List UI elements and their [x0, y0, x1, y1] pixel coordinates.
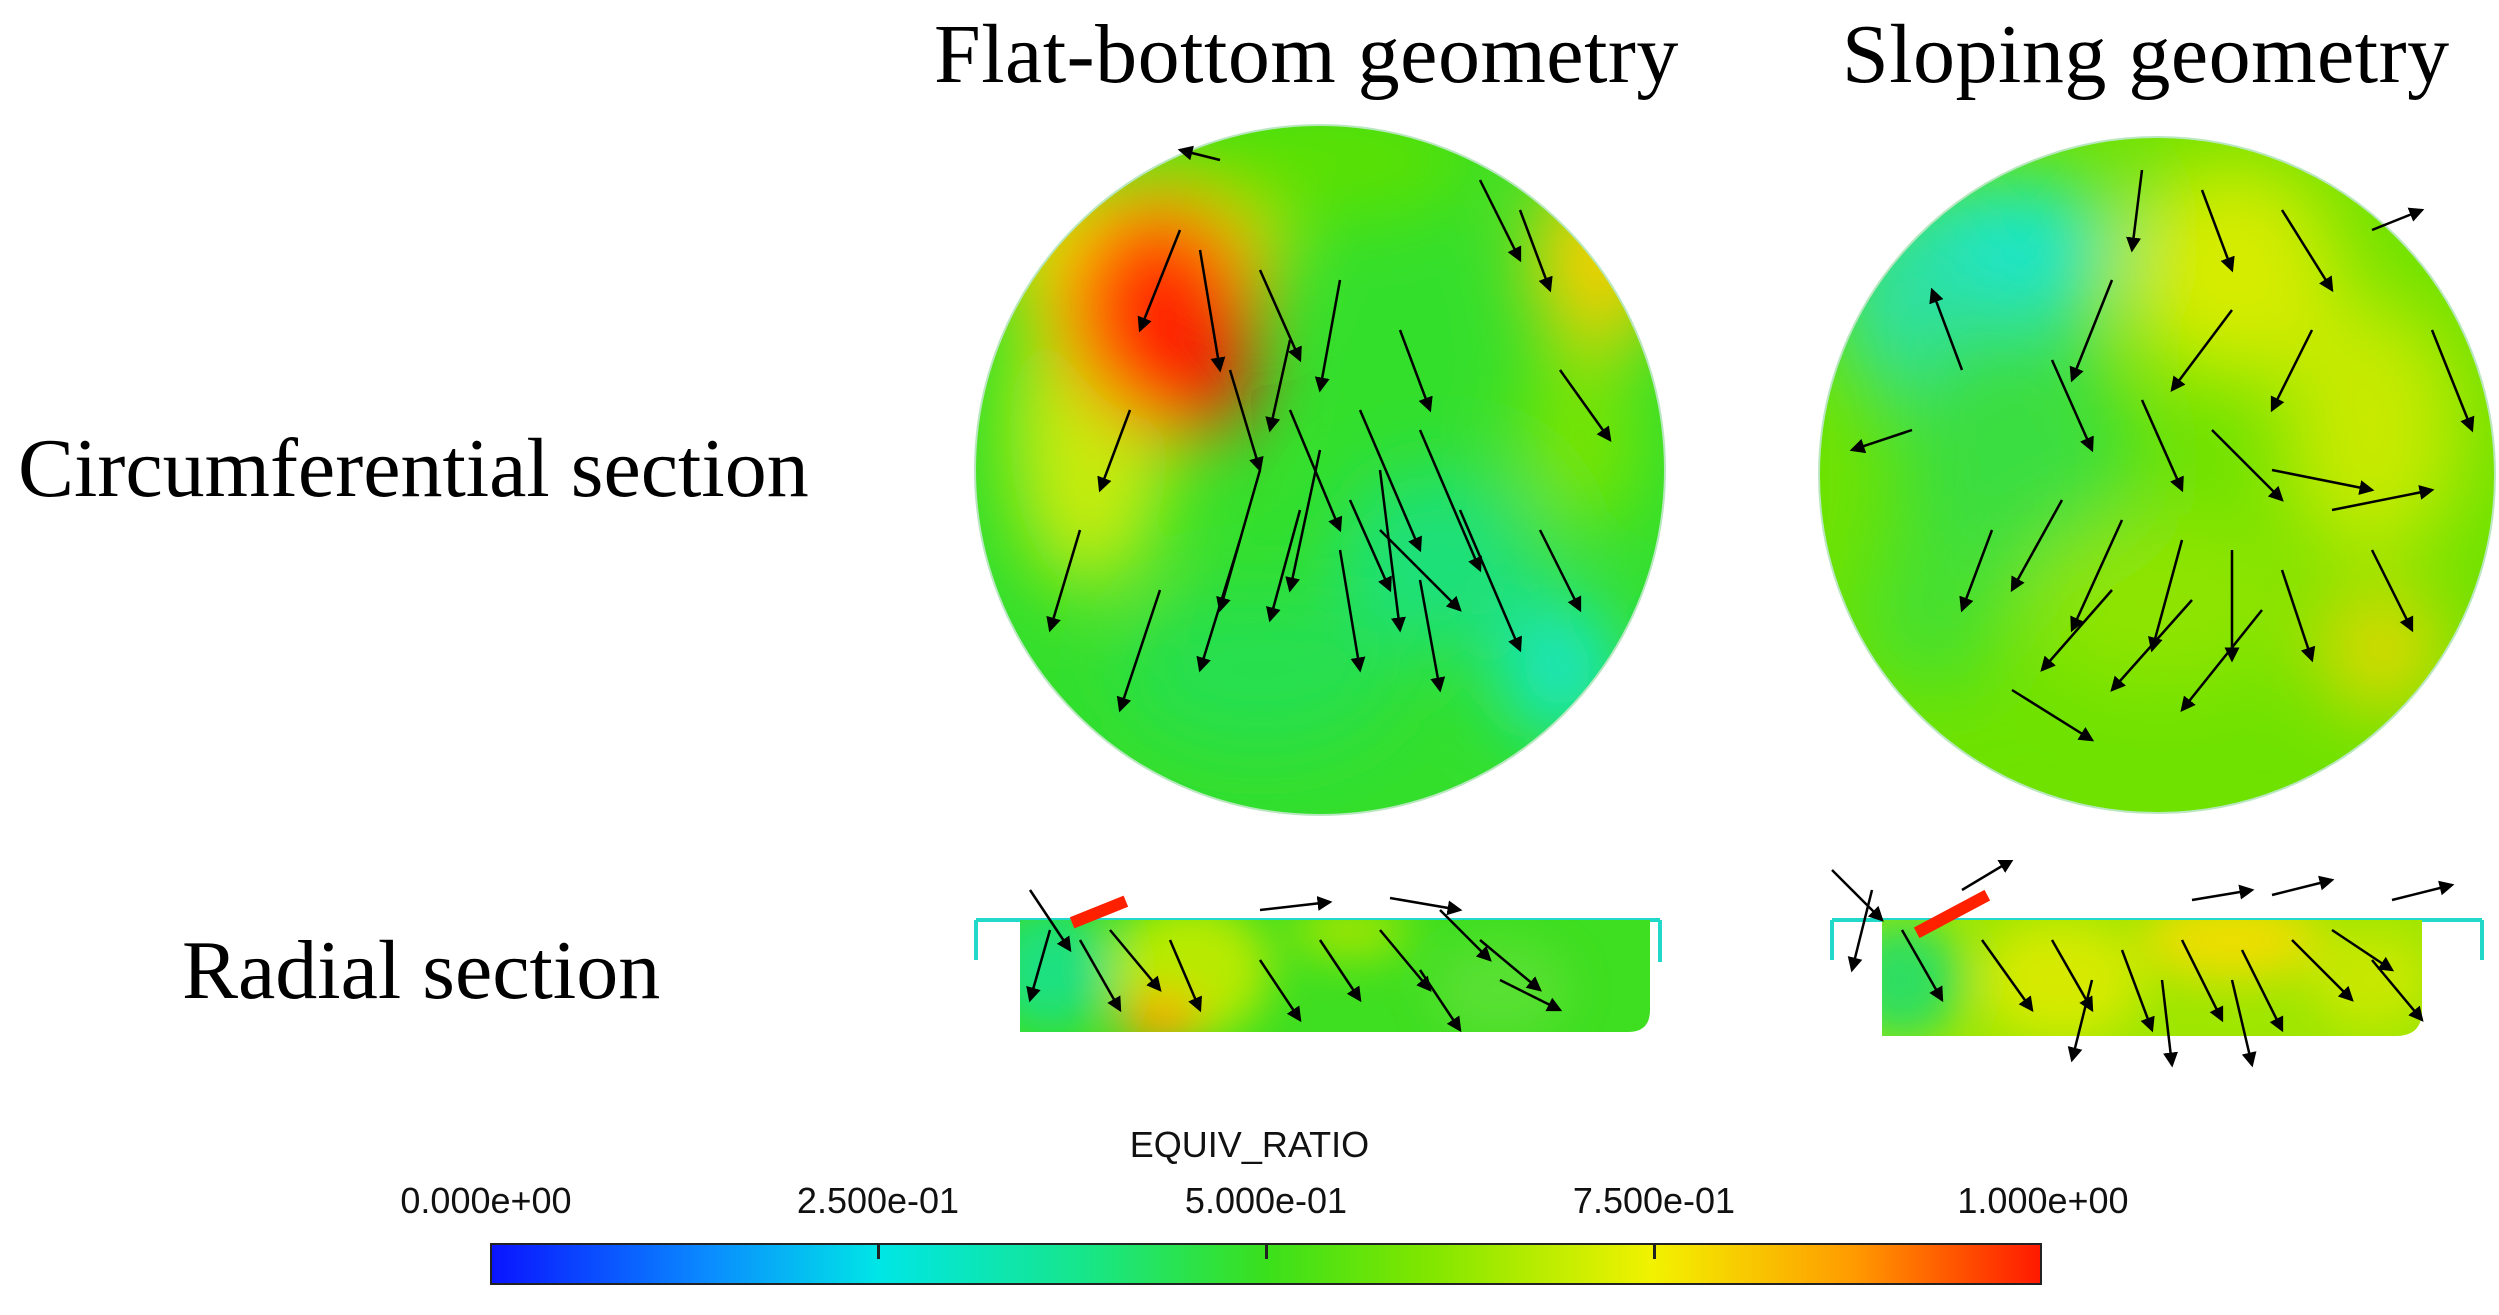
column-title-flat-bottom: Flat-bottom geometry	[934, 8, 1679, 101]
sloping-circumferential-contour	[1818, 136, 2496, 814]
legend-title: EQUIV_RATIO	[1129, 1124, 1370, 1165]
row-title-circumferential: Circumferential section	[18, 422, 809, 515]
sloping-radial-contour	[1830, 860, 2484, 1068]
legend-tick-label: 1.000e+00	[1957, 1180, 2129, 1221]
legend-tick-label: 7.500e-01	[1572, 1180, 1736, 1221]
legend-tick-mark	[1265, 1243, 1268, 1259]
row-title-radial: Radial section	[182, 924, 661, 1017]
flat-radial-contour	[974, 889, 1662, 1033]
flat-circumferential-contour	[974, 124, 1666, 816]
legend-tick-label: 5.000e-01	[1184, 1180, 1348, 1221]
legend-tick-mark	[877, 1243, 880, 1259]
legend-tick-label: 0.000e+00	[400, 1180, 572, 1221]
legend-tick-mark	[1653, 1243, 1656, 1259]
legend-tick-label: 2.500e-01	[796, 1180, 960, 1221]
column-title-sloping: Sloping geometry	[1842, 8, 2450, 101]
